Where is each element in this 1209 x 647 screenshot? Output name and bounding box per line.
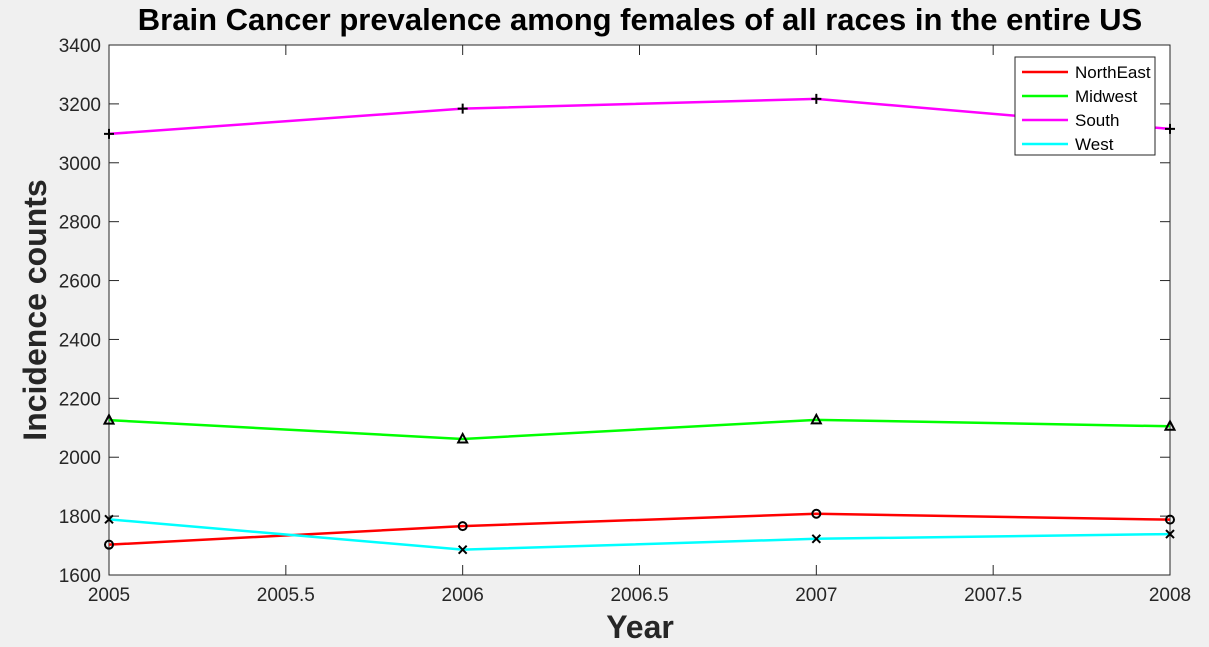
legend-label-south: South [1075,111,1119,130]
x-tick-label: 2006 [442,585,484,606]
marker-cross [811,534,822,544]
y-tick-label: 3200 [59,95,101,116]
y-tick-label: 2000 [59,448,101,469]
y-tick-label: 2600 [59,272,101,293]
x-axis-label: Year [606,609,674,645]
y-axis-label: Incidence counts [17,179,53,440]
series-midwest [102,412,1177,444]
marker-circle [1165,514,1175,525]
marker-plus [457,103,468,114]
x-tick-label: 2007.5 [964,585,1022,606]
marker-circle [457,521,468,532]
y-tick-label: 3400 [59,36,101,57]
series-line-midwest [108,418,1171,441]
series-line-south [108,97,1171,136]
legend-label-west: West [1075,135,1114,154]
marker-triangle [1163,419,1177,431]
marker-cross [104,514,114,525]
legend-box [1014,56,1156,156]
y-tick-label: 2800 [59,213,101,234]
marker-plus [1165,123,1175,134]
marker-circle [811,508,822,519]
marker-triangle [456,431,469,444]
y-tick-label: 1600 [59,566,101,587]
marker-plus [811,93,822,104]
marker-triangle [810,412,823,425]
y-tick-label: 1800 [59,507,101,528]
series-south [104,93,1175,139]
x-tick-label: 2005 [88,585,130,606]
legend-label-northeast: NorthEast [1075,63,1151,82]
y-tick-label: 3000 [59,154,101,175]
legend: NorthEast Midwest South West [1014,56,1156,156]
series-line-west [108,518,1171,551]
marker-cross [1165,529,1175,539]
marker-circle [104,539,114,550]
series-west [104,514,1175,555]
legend-label-midwest: Midwest [1075,87,1138,106]
marker-plus [104,128,114,139]
x-tick-label: 2007 [795,585,837,606]
x-tick-label: 2008 [1149,585,1191,606]
chart-title: Brain Cancer prevalence among females of… [138,2,1142,37]
marker-triangle [102,412,116,425]
y-tick-label: 2200 [59,389,101,410]
plot-area [109,45,1170,575]
x-tick-label: 2005.5 [257,585,315,606]
x-tick-label: 2006.5 [610,585,668,606]
y-tick-label: 2400 [59,330,101,351]
marker-cross [457,544,468,555]
